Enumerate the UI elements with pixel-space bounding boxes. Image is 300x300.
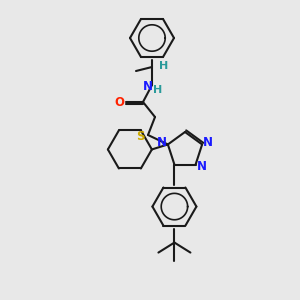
Text: O: O [114, 95, 124, 109]
Text: N: N [196, 160, 207, 173]
Text: N: N [157, 136, 167, 149]
Text: N: N [143, 80, 153, 94]
Text: S: S [136, 130, 144, 143]
Text: N: N [203, 136, 213, 149]
Text: H: H [153, 85, 163, 95]
Text: H: H [159, 61, 168, 71]
